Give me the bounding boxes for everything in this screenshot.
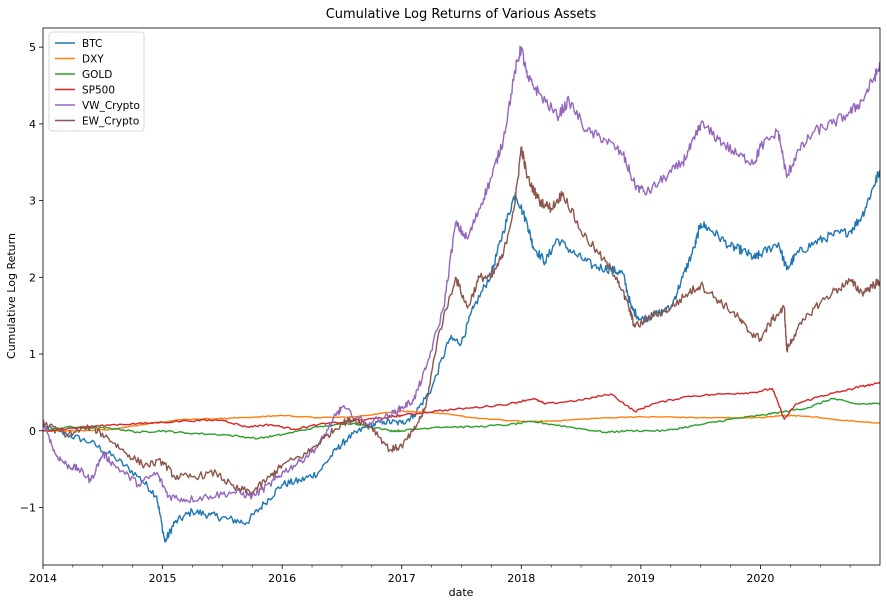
legend: BTC DXY GOLD SP500 VW_Crypto EW_Crypto [48, 31, 145, 132]
series-line-dxy [43, 410, 880, 432]
y-tick-label: 2 [29, 271, 36, 284]
series-line-btc [43, 169, 880, 543]
x-tick-label: 2016 [268, 572, 296, 585]
y-tick-label: −1 [20, 501, 36, 514]
y-axis-label: Cumulative Log Return [5, 233, 18, 359]
series-line-gold [43, 397, 880, 440]
series-line-sp500 [43, 382, 880, 432]
x-tick-label: 2015 [149, 572, 177, 585]
x-tick-label: 2018 [507, 572, 535, 585]
legend-label: GOLD [82, 69, 112, 81]
legend-label: DXY [82, 53, 104, 65]
x-tick-label: 2014 [29, 572, 57, 585]
legend-box [48, 31, 145, 132]
y-tick-label: 0 [29, 425, 36, 438]
y-tick-label: 5 [29, 41, 36, 54]
y-tick-label: 1 [29, 348, 36, 361]
series-line-ew-crypto [43, 146, 880, 496]
y-tick-label: 3 [29, 195, 36, 208]
y-tick-label: 4 [29, 118, 36, 131]
x-tick-label: 2019 [627, 572, 655, 585]
series-line-vw-crypto [43, 45, 880, 504]
legend-label: EW_Crypto [82, 115, 139, 127]
x-axis-label: date [449, 586, 474, 599]
legend-label: BTC [82, 38, 102, 50]
x-tick-label: 2017 [388, 572, 416, 585]
y-axis: −1 0 1 2 3 4 5 [20, 41, 43, 514]
series-layer [43, 45, 880, 543]
x-axis: 2014 2015 2016 2017 2018 2019 2020 [29, 565, 851, 585]
chart-title: Cumulative Log Returns of Various Assets [326, 7, 597, 22]
x-tick-label: 2020 [746, 572, 774, 585]
legend-label: VW_Crypto [82, 100, 140, 112]
legend-label: SP500 [82, 84, 115, 96]
